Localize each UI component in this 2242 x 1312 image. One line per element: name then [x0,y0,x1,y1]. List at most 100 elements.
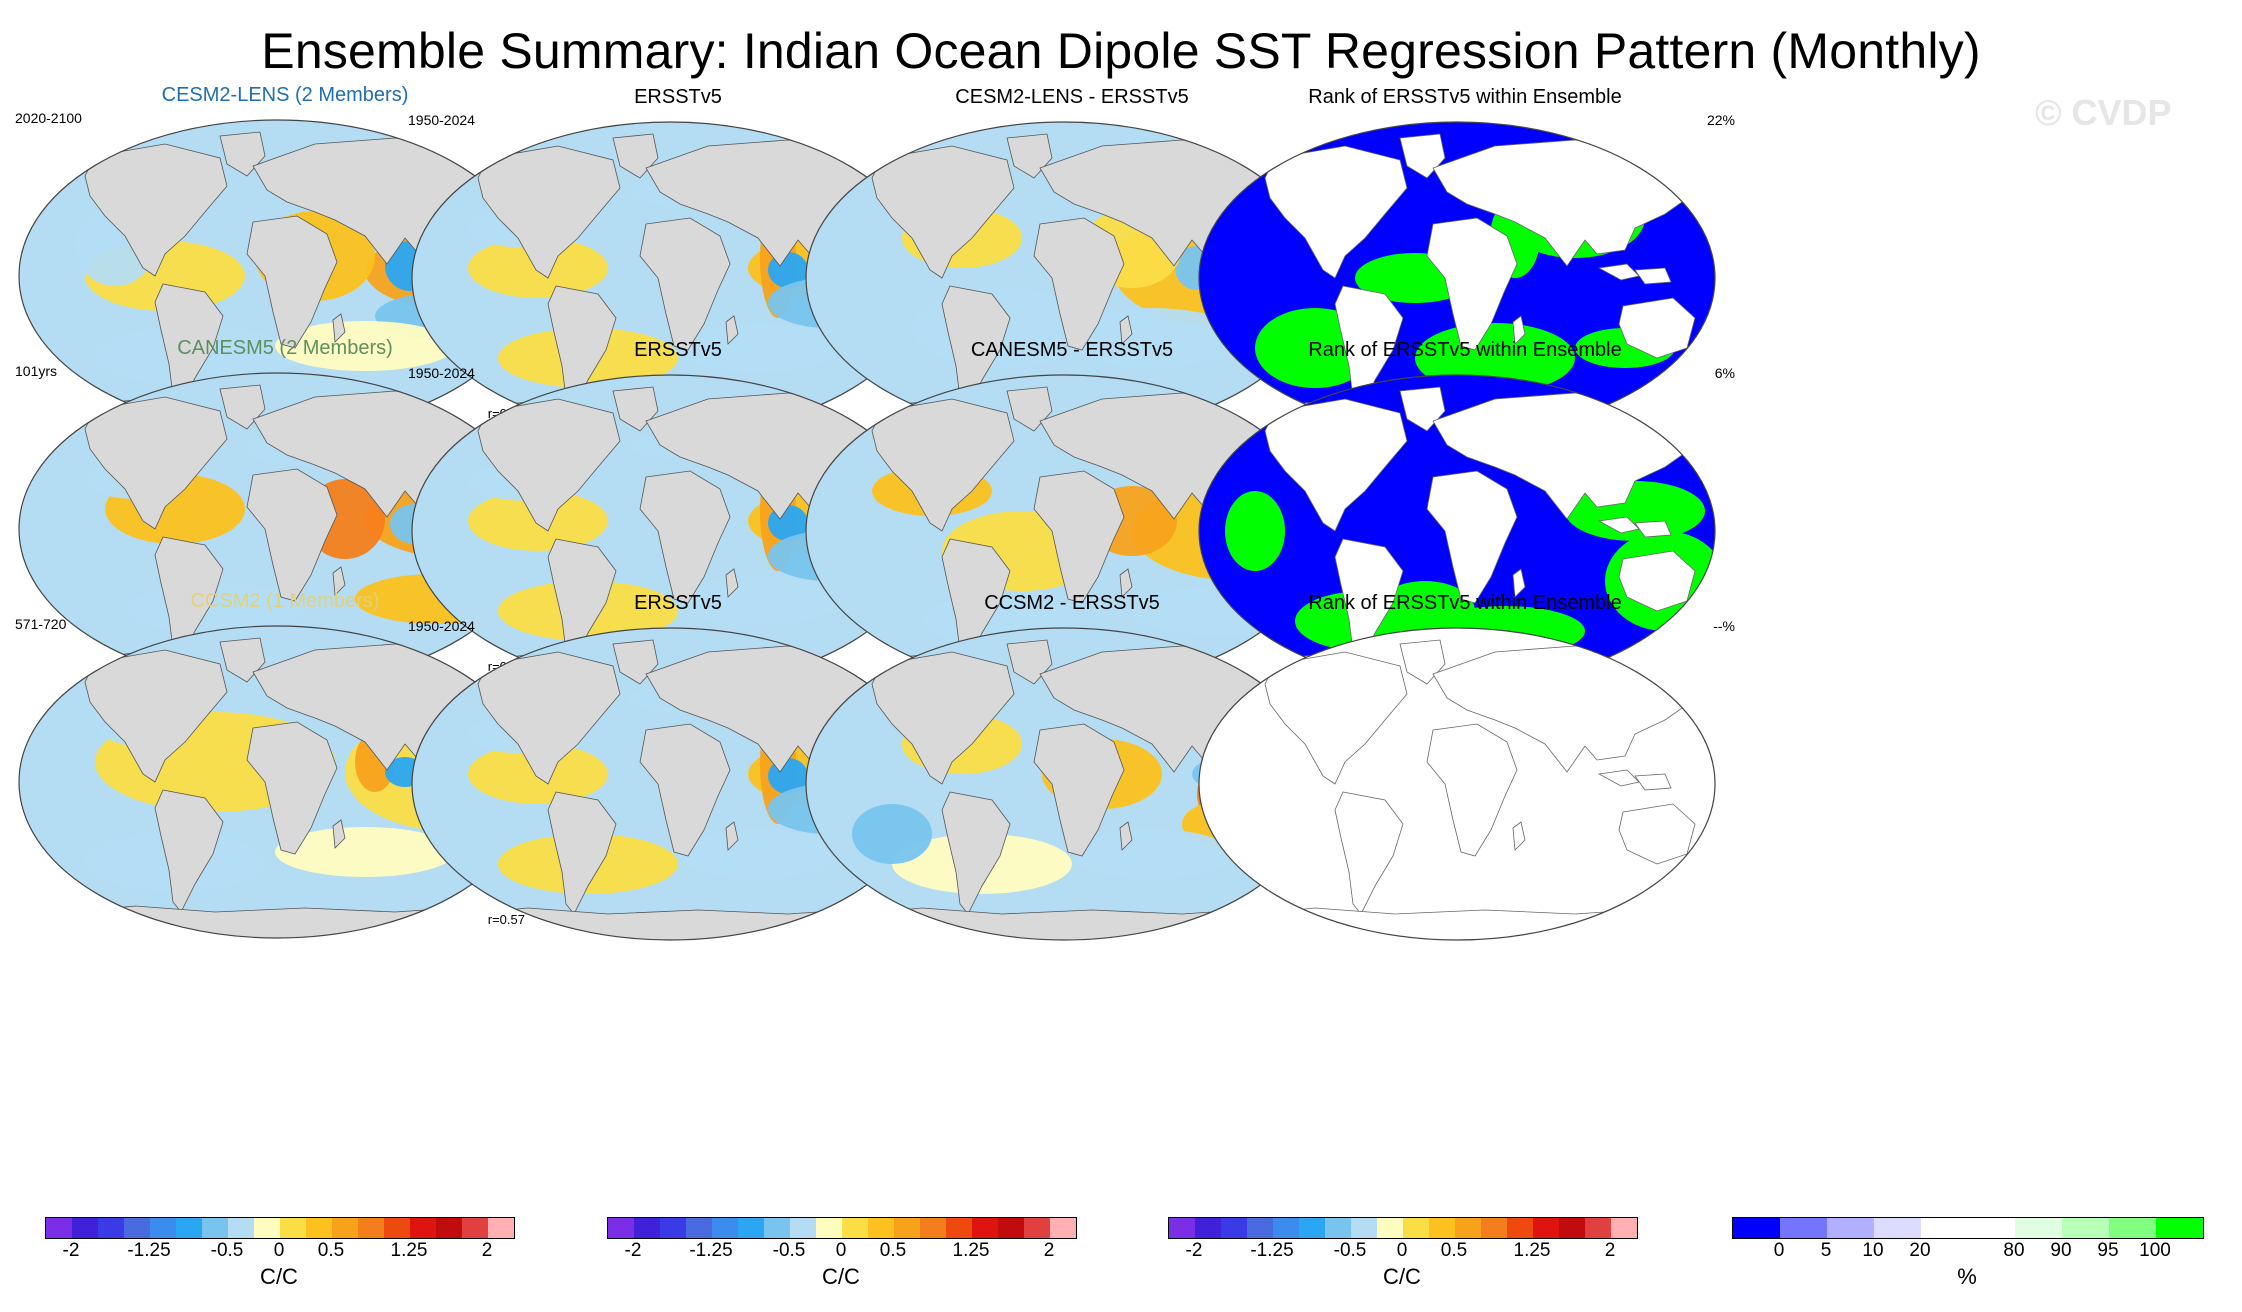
colorbar-sst-2: -2 -1.25 -0.5 0 0.5 1.25 2 C/C [607,1212,1107,1302]
colorbar-cell [1325,1218,1351,1238]
panel-rank-row1: Rank of ERSSTv5 within Ensemble 22% [1195,86,1735,448]
colorbar-cell [816,1218,842,1238]
colorbar-cell [790,1218,816,1238]
colorbar-tick-label: 80 [2003,1240,2025,1261]
colorbar-tick-label: 0 [1396,1240,1408,1261]
percent-label: 22% [1706,112,1735,128]
colorbar-cell [1874,1218,1921,1238]
colorbar-cells [1168,1217,1638,1239]
colorbar-cell [946,1218,972,1238]
colorbar-tick-label: 1.25 [952,1240,990,1261]
colorbar-cell [332,1218,358,1238]
colorbar-cell [1968,1218,2015,1238]
colorbar-cell [1559,1218,1585,1238]
colorbar-tick-label: -1.25 [127,1240,171,1261]
colorbar-cell [1299,1218,1325,1238]
sst-anomaly-region [275,321,455,371]
colorbar-tick-label: -1.25 [1250,1240,1294,1261]
colorbar-tick-label: -2 [624,1240,642,1261]
colorbar-cell [712,1218,738,1238]
sst-anomaly-region [1062,308,1242,368]
panel-title: ERSSTv5 [634,86,722,108]
colorbar-cell [1733,1218,1780,1238]
colorbar-cell [2015,1218,2062,1238]
colorbar-cell [1195,1218,1221,1238]
colorbar-cell [660,1218,686,1238]
colorbar-cell [98,1218,124,1238]
colorbar-tick-label: 95 [2097,1240,2119,1261]
colorbar-tick-label: 0.5 [1440,1240,1468,1261]
colorbar-cell [738,1218,764,1238]
panel-title: Rank of ERSSTv5 within Ensemble [1308,339,1622,361]
colorbar-cell [842,1218,868,1238]
colorbar-cell [920,1218,946,1238]
panel-title: CESM2-LENS (2 Members) [161,84,409,106]
rank-region-high [1375,581,1475,641]
colorbar-cell [972,1218,998,1238]
percent-label: --% [1713,618,1735,634]
colorbar-cells [1732,1217,2204,1239]
colorbar-cell [894,1218,920,1238]
colorbar-cell [488,1218,514,1238]
colorbar-cell [1827,1218,1874,1238]
colorbar-cell [1221,1218,1247,1238]
colorbar-cell [1780,1218,1827,1238]
colorbar-cell [1921,1218,1968,1238]
colorbar-tick-label: 1.25 [390,1240,428,1261]
colorbar-sst-1: -2 -1.25 -0.5 0 0.5 1.25 2 C/C [45,1212,545,1302]
panel-title: CANESM5 - ERSSTv5 [970,339,1174,361]
colorbar-cell [1351,1218,1377,1238]
colorbar-cell [2156,1218,2203,1238]
colorbar-cell [998,1218,1024,1238]
colorbar-tick-label: 2 [481,1240,493,1261]
panel-title: CCSM2 - ERSSTv5 [984,592,1160,614]
sst-anomaly-region [678,576,838,626]
colorbar-cell [1403,1218,1429,1238]
colorbar-cells [607,1217,1077,1239]
sst-anomaly-region [678,829,838,879]
colorbar-tick-label: 90 [2050,1240,2072,1261]
colorbar-cell [1429,1218,1455,1238]
colorbar-cell [1247,1218,1273,1238]
watermark: © CVDP [2035,92,2172,133]
colorbar-cell [1611,1218,1637,1238]
colorbar-rank: 0 5 10 20 80 90 95 100% [1732,1212,2232,1302]
colorbar-tick-label: 0 [273,1240,285,1261]
colorbar-tick-label: 0 [1773,1240,1785,1261]
figure-title: Ensemble Summary: Indian Ocean Dipole SS… [261,23,1981,79]
colorbar-cell [436,1218,462,1238]
colorbar-cell [868,1218,894,1238]
colorbar-cell [2109,1218,2156,1238]
colorbar-cell [1533,1218,1559,1238]
colorbar-cell [764,1218,790,1238]
colorbar-unit-label: C/C [822,1264,860,1289]
colorbar-cell [280,1218,306,1238]
colorbar-cell [202,1218,228,1238]
colorbar-cell [634,1218,660,1238]
sst-anomaly-region [1072,829,1232,879]
colorbar-cell [1050,1218,1076,1238]
colorbar-cell [358,1218,384,1238]
percent-label: 6% [1714,365,1735,381]
rank-map [1198,121,1716,435]
panel-title: Rank of ERSSTv5 within Ensemble [1308,86,1622,108]
colorbar-cell [1024,1218,1050,1238]
panel-title: CESM2-LENS - ERSSTv5 [955,86,1189,108]
colorbar-tick-label: 0.5 [317,1240,345,1261]
years-label: 571-720 [15,616,67,632]
years-label: 1950-2024 [408,618,475,634]
panel-title: CCSM2 (1 Members) [190,590,380,612]
colorbar-sst-3: -2 -1.25 -0.5 0 0.5 1.25 2 C/C [1168,1212,1668,1302]
colorbar-cell [46,1218,72,1238]
colorbar-tick-label: 20 [1909,1240,1931,1261]
years-label: 1950-2024 [408,112,475,128]
colorbar-tick-label: -2 [62,1240,80,1261]
rank-map-empty [1198,627,1716,941]
sst-anomaly-region [678,323,838,373]
colorbar-cell [384,1218,410,1238]
colorbar-cell [1377,1218,1403,1238]
colorbar-cell [686,1218,712,1238]
colorbar-tick-label: -0.5 [772,1240,806,1261]
colorbar-tick-label: 2 [1043,1240,1055,1261]
colorbar-unit-label: % [1957,1264,1977,1289]
